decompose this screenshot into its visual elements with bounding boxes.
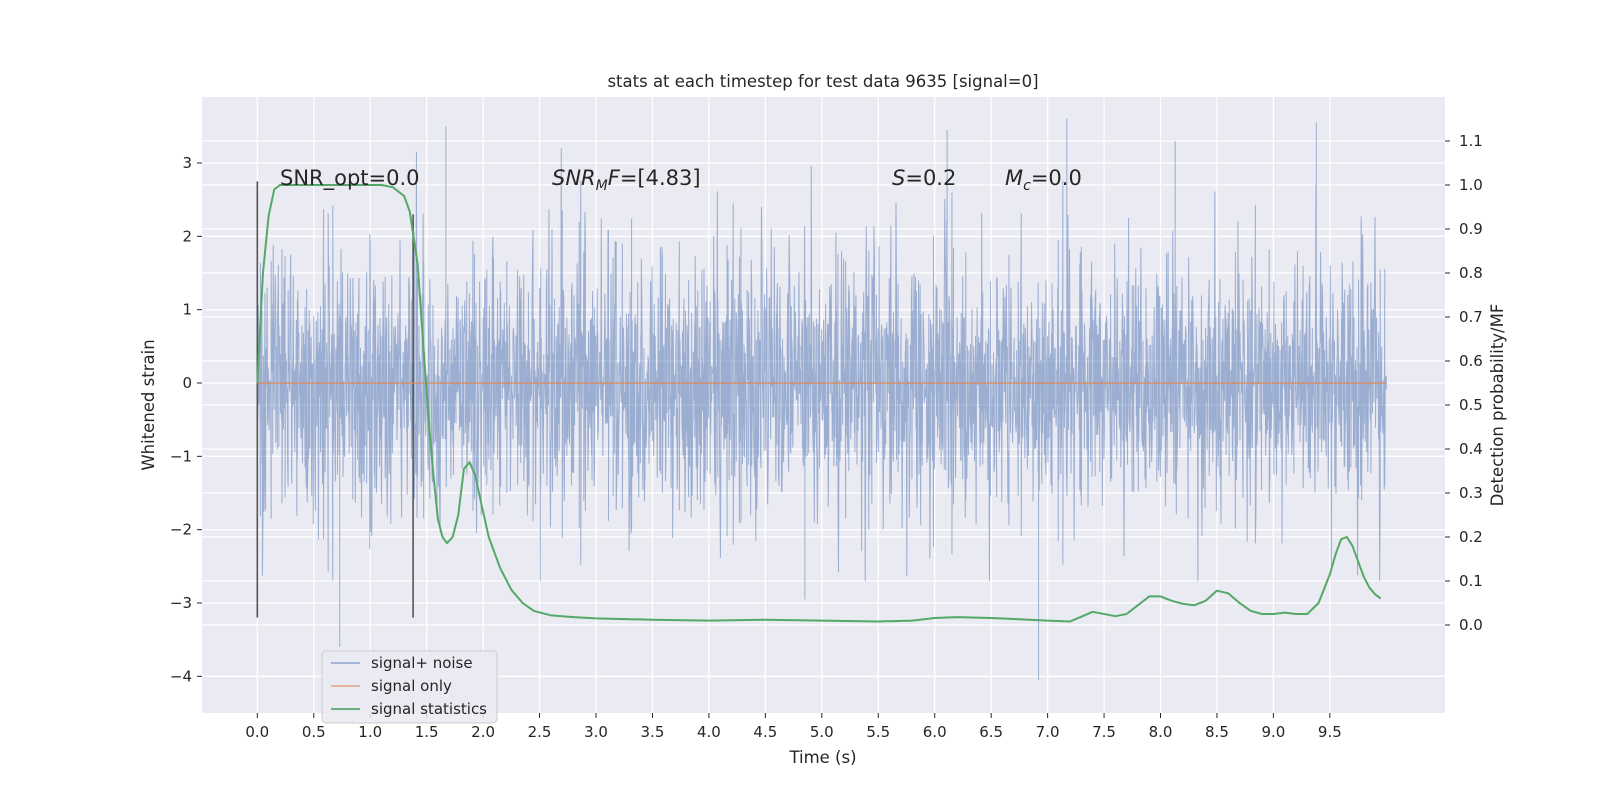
x-tick-label-0: 0.0 (245, 723, 269, 741)
y2-axis-label: Detection probability/MF (1488, 304, 1507, 507)
x-tick-label-3: 1.5 (415, 723, 439, 741)
annotation-mc: Mc=0.0 (1005, 166, 1082, 194)
y2-tick-label-0: 0.0 (1459, 616, 1483, 634)
x-tick-label-19: 9.5 (1318, 723, 1342, 741)
x-tick-label-12: 6.0 (923, 723, 947, 741)
x-tick-label-16: 8.0 (1149, 723, 1173, 741)
y-tick-label-1: −3 (170, 594, 192, 612)
chart-title: stats at each timestep for test data 963… (607, 72, 1038, 91)
y2-tick-label-4: 0.4 (1459, 440, 1483, 458)
legend-box (321, 650, 498, 724)
series-signal-statistics (256, 184, 1382, 623)
x-tick-label-11: 5.5 (866, 723, 890, 741)
y2-tick-label-6: 0.6 (1459, 352, 1483, 370)
y-tick-label-4: 0 (182, 374, 192, 392)
x-tick-label-18: 9.0 (1261, 723, 1285, 741)
series-signal-noise (256, 119, 1387, 680)
y-tick-label-3: −1 (170, 447, 192, 465)
annotation-s: S=0.2 (892, 166, 956, 190)
y2-tick-label-8: 0.8 (1459, 264, 1483, 282)
x-tick-label-5: 2.5 (528, 723, 552, 741)
x-tick-label-13: 6.5 (979, 723, 1003, 741)
y-tick-label-7: 3 (182, 154, 192, 172)
y2-tick-label-7: 0.7 (1459, 308, 1483, 326)
y2-tick-label-5: 0.5 (1459, 396, 1483, 414)
x-tick-label-17: 8.5 (1205, 723, 1229, 741)
x-tick-label-2: 1.0 (358, 723, 382, 741)
x-tick-label-1: 0.5 (302, 723, 326, 741)
legend-label-statistics: signal statistics (371, 700, 487, 718)
x-tick-label-15: 7.5 (1092, 723, 1116, 741)
y2-tick-label-11: 1.1 (1459, 132, 1483, 150)
legend-label-noise: signal+ noise (371, 654, 473, 672)
legend: signal+ noise signal only signal statist… (321, 650, 498, 724)
axis-ticks: 0.0 0.5 1.0 1.5 2.0 2.5 3.0 3.5 4.0 4.5 5.0 5.5 6.0 6… (170, 132, 1483, 741)
y2-tick-label-1: 0.1 (1459, 572, 1483, 590)
y2-tick-label-2: 0.2 (1459, 528, 1483, 546)
x-tick-label-7: 3.5 (641, 723, 665, 741)
x-axis-label: Time (s) (788, 748, 856, 767)
x-tick-label-9: 4.5 (753, 723, 777, 741)
plot-area (256, 119, 1387, 680)
y-tick-label-0: −4 (170, 667, 192, 685)
y-axis-label: Whitened strain (139, 339, 158, 470)
x-tick-label-10: 5.0 (810, 723, 834, 741)
x-tick-label-6: 3.0 (584, 723, 608, 741)
annotation-snr-opt: SNR_opt=0.0 (280, 166, 420, 191)
annotations: SNR_opt=0.0 SNRMF=[4.83] S=0.2 Mc=0.0 (280, 166, 1082, 194)
y2-tick-label-3: 0.3 (1459, 484, 1483, 502)
x-tick-label-14: 7.0 (1036, 723, 1060, 741)
y-tick-label-6: 2 (182, 227, 192, 245)
y-tick-label-5: 1 (182, 301, 192, 319)
y2-tick-label-10: 1.0 (1459, 176, 1483, 194)
x-tick-label-8: 4.0 (697, 723, 721, 741)
y2-tick-label-9: 0.9 (1459, 220, 1483, 238)
annotation-snr-mf: SNRMF=[4.83] (552, 166, 701, 194)
legend-label-signal: signal only (371, 677, 452, 695)
y-tick-label-2: −2 (170, 521, 192, 539)
x-tick-label-4: 2.0 (471, 723, 495, 741)
